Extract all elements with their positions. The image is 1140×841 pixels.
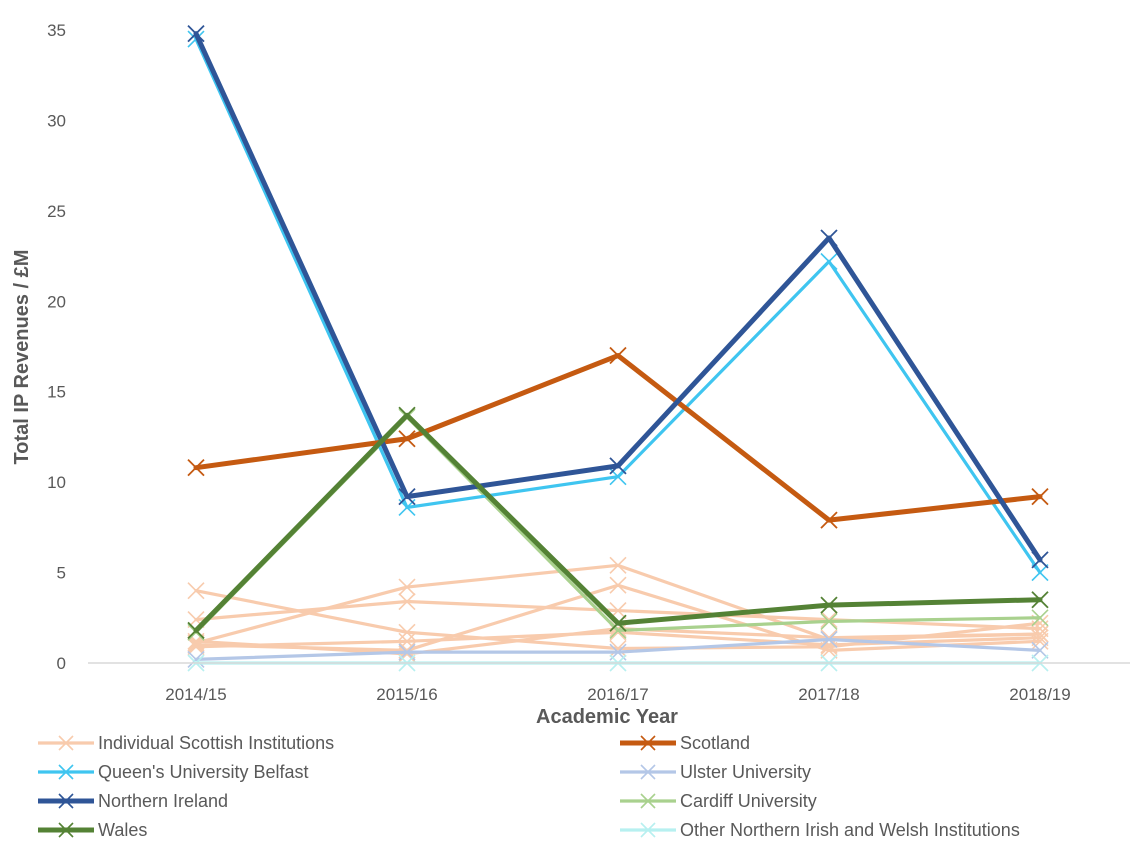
y-axis-ticks: 0 5 10 15 20 25 30 35 [47, 21, 66, 673]
data-point-named-4-4 [1031, 487, 1049, 506]
legend-marker [58, 822, 74, 838]
data-point-scottish-inst-0-0 [187, 582, 205, 600]
x-axis-ticks: 2014/15 2015/16 2016/17 2017/18 2018/19 [165, 685, 1070, 704]
data-point-named-2-3 [820, 612, 838, 630]
legend-label: Cardiff University [680, 791, 817, 811]
legend-label: Wales [98, 820, 147, 840]
legend-item: Cardiff University [620, 791, 817, 811]
data-point-named-4-3 [820, 511, 838, 529]
data-point-named-6-2 [609, 614, 627, 632]
legend-label: Scotland [680, 733, 750, 753]
legend-label: Queen's University Belfast [98, 762, 309, 782]
series-line-named-5 [193, 31, 1043, 563]
data-point-named-2-4 [1031, 609, 1049, 627]
y-tick-label: 15 [47, 383, 66, 402]
data-point-named-5-4 [1031, 551, 1049, 569]
y-tick-label: 35 [47, 21, 66, 40]
data-point-named-4-1 [398, 430, 416, 448]
data-point-scottish-inst-2-1 [398, 578, 416, 596]
data-point-scottish-inst-4-2 [609, 576, 627, 594]
y-tick-label: 25 [47, 202, 66, 221]
x-tick-label: 2016/17 [587, 685, 648, 704]
data-point-named-0-3 [820, 630, 838, 649]
legend-marker [640, 793, 656, 809]
legend-marker [58, 735, 74, 751]
x-tick-label: 2014/15 [165, 685, 226, 704]
legend-item: Scotland [620, 733, 750, 753]
data-point-scottish-inst-1-3 [820, 611, 838, 629]
data-point-named-6-3 [820, 596, 838, 614]
data-point-scottish-inst-4-1 [398, 641, 416, 659]
legend-marker [640, 764, 656, 780]
data-point-scottish-inst-1-1 [398, 592, 416, 611]
data-point-named-4-0 [187, 459, 205, 477]
legend-item: Ulster University [620, 762, 811, 782]
legend-item: Northern Ireland [38, 791, 228, 811]
y-tick-label: 5 [57, 564, 66, 583]
data-point-named-0-0 [187, 650, 205, 668]
legend-item: Individual Scottish Institutions [38, 733, 334, 753]
x-axis-title: Academic Year [536, 706, 678, 728]
data-point-named-6-0 [187, 621, 205, 640]
data-point-scottish-inst-5-4 [1031, 625, 1049, 643]
legend-label: Individual Scottish Institutions [98, 733, 334, 753]
data-point-named-6-4 [1031, 591, 1049, 609]
series-line-named-4 [193, 353, 1043, 523]
data-point-named-4-2 [609, 346, 627, 365]
legend: Individual Scottish Institutions Scotland… [38, 733, 1020, 840]
legend-label: Ulster University [680, 762, 811, 782]
data-point-scottish-inst-5-3 [820, 629, 838, 647]
x-tick-label: 2015/16 [376, 685, 437, 704]
data-point-named-3-3 [820, 252, 838, 271]
data-point-named-5-3 [820, 229, 838, 247]
series-line-named-6 [193, 412, 1043, 633]
legend-label: Northern Ireland [98, 791, 228, 811]
data-point-scottish-inst-0-1 [398, 623, 416, 641]
plot-area [187, 24, 1049, 672]
y-axis-title: Total IP Revenues / £M [11, 250, 33, 465]
legend-marker [640, 822, 656, 838]
legend-label: Other Northern Irish and Welsh Instituti… [680, 820, 1020, 840]
legend-marker [58, 793, 74, 809]
data-point-named-3-4 [1031, 564, 1049, 582]
legend-marker [58, 764, 74, 780]
y-tick-label: 0 [57, 654, 66, 673]
data-point-named-5-0 [187, 24, 205, 43]
y-tick-label: 10 [47, 473, 66, 492]
data-point-scottish-inst-4-4 [1031, 632, 1049, 650]
data-point-named-0-4 [1031, 641, 1049, 659]
data-point-scottish-inst-5-1 [398, 645, 416, 663]
data-point-named-5-2 [609, 457, 627, 475]
data-point-named-5-1 [398, 487, 416, 506]
legend-marker [640, 735, 656, 751]
legend-item: Queen's University Belfast [38, 762, 309, 782]
legend-item: Other Northern Irish and Welsh Instituti… [620, 820, 1020, 840]
y-tick-label: 20 [47, 292, 66, 311]
x-tick-label: 2018/19 [1009, 685, 1070, 704]
data-point-scottish-inst-4-0 [187, 636, 205, 654]
data-point-scottish-inst-0-2 [609, 639, 627, 658]
data-point-scottish-inst-2-2 [609, 556, 627, 574]
legend-item: Wales [38, 820, 147, 840]
y-tick-label: 30 [47, 111, 66, 130]
x-tick-label: 2017/18 [798, 685, 859, 704]
data-point-named-6-1 [398, 406, 416, 424]
